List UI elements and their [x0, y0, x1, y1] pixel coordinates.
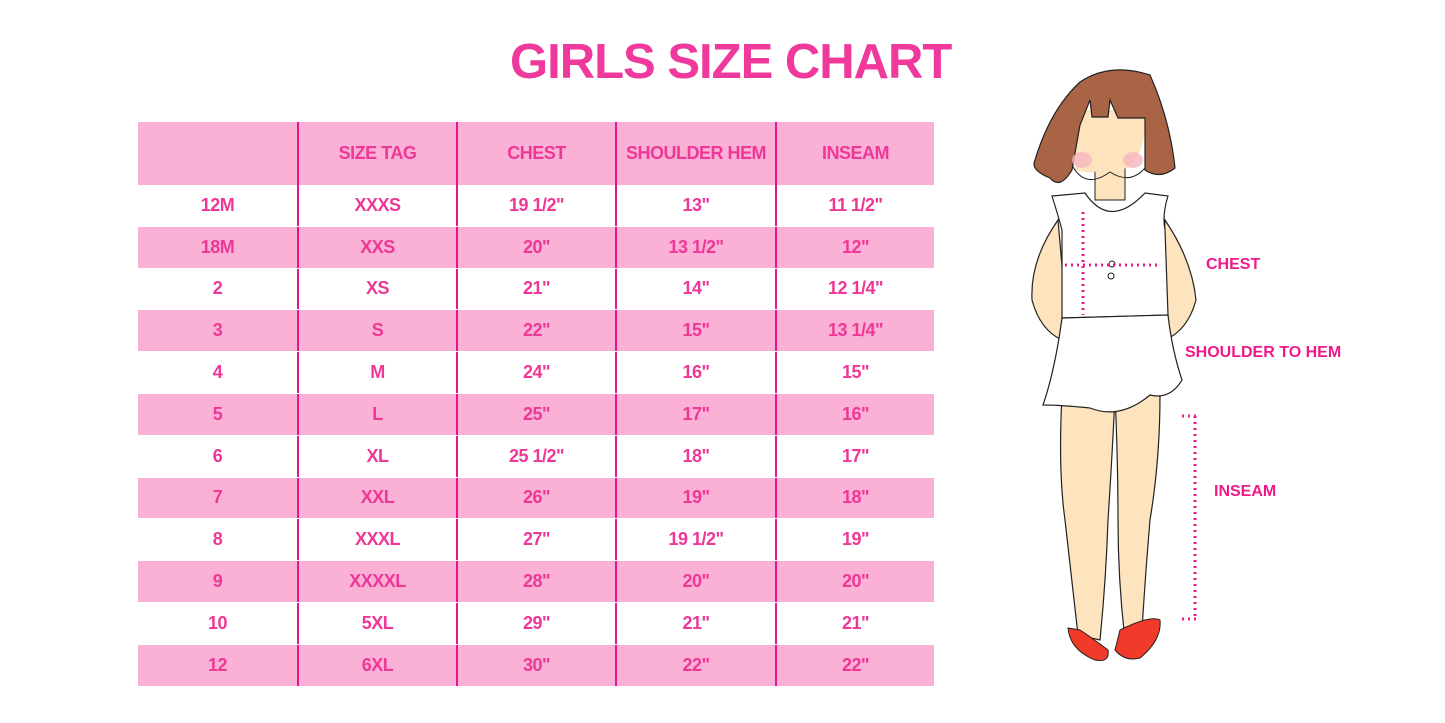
table-cell: XXL [297, 477, 456, 519]
table-cell: XXS [297, 226, 456, 268]
table-cell: 14" [615, 268, 775, 310]
table-cell: 15" [615, 310, 775, 352]
table-cell: 19 1/2" [615, 519, 775, 561]
table-cell: 29" [456, 602, 615, 644]
table-cell: 17" [775, 435, 934, 477]
table-cell: 12" [775, 226, 934, 268]
table-cell: 5XL [297, 602, 456, 644]
table-row: 7 XXL 26" 19" 18" [138, 476, 934, 519]
table-cell: S [297, 310, 456, 352]
table-cell: 20" [775, 561, 934, 602]
table-cell: 17" [615, 393, 775, 435]
header-cell [138, 122, 297, 185]
left-leg [1059, 394, 1116, 641]
table-row: 3 S 22" 15" 13 1/4" [138, 309, 934, 352]
table-cell: 19" [775, 519, 934, 561]
table-row: 8 XXXL 27" 19 1/2" 19" [138, 518, 934, 561]
table-cell: 6 [212, 445, 223, 466]
table-cell: 21" [775, 602, 934, 644]
table-row: 10 5XL 29" 21" 21" [138, 601, 934, 644]
table-row: 12M XXXS 19 1/2" 13" 11 1/2" [138, 185, 934, 226]
table-cell: 18M [200, 236, 235, 257]
table-cell: 7 [212, 487, 223, 508]
right-shoe [1114, 618, 1161, 660]
table-cell: 27" [456, 519, 615, 561]
left-arm [1031, 218, 1069, 341]
table-cell: XXXS [297, 185, 456, 226]
table-cell: 3 [212, 320, 223, 341]
table-cell: 16" [615, 352, 775, 393]
table-cell: 2 [212, 278, 223, 299]
table-cell: 20" [615, 561, 775, 602]
table-row: 6 XL 25 1/2" 18" 17" [138, 434, 934, 477]
table-cell: XL [297, 435, 456, 477]
dress-top [1051, 192, 1169, 319]
inseam-label: INSEAM [1214, 483, 1277, 500]
table-cell: 25" [456, 393, 615, 435]
header-cell: SHOULDER HEM [615, 122, 775, 185]
table-cell: 22" [775, 644, 934, 686]
table-cell: 26" [456, 477, 615, 519]
table-row: 5 L 25" 17" 16" [138, 392, 934, 435]
table-cell: 24" [456, 352, 615, 393]
table-cell: 20" [456, 226, 615, 268]
child-illustration [1031, 69, 1200, 661]
table-cell: 8 [212, 529, 223, 550]
size-table: SIZE TAG CHEST SHOULDER HEM INSEAM 12M XX… [138, 122, 934, 686]
table-row: 4 M 24" 16" 15" [138, 351, 934, 393]
table-cell: 10 [207, 612, 228, 633]
table-cell: XXXXL [297, 561, 456, 602]
shoulder-to-hem-label: SHOULDER TO HEM [1185, 344, 1342, 361]
right-leg [1114, 394, 1161, 641]
table-cell: 16" [775, 393, 934, 435]
table-cell: 12 [207, 654, 228, 675]
table-cell: 12 1/4" [775, 268, 934, 310]
table-cell: 19 1/2" [456, 185, 615, 226]
table-cell: 12M [200, 194, 235, 215]
header-cell: INSEAM [775, 122, 934, 185]
table-cell: 18" [775, 477, 934, 519]
left-shoe [1067, 627, 1109, 661]
table-cell: XXXL [297, 519, 456, 561]
page-title: GIRLS SIZE CHART [510, 35, 952, 89]
table-cell: 13" [615, 185, 775, 226]
table-cell: 19" [615, 477, 775, 519]
header-cell: CHEST [456, 122, 615, 185]
header-cell: SIZE TAG [297, 122, 456, 185]
table-row: 9 XXXXL 28" 20" 20" [138, 560, 934, 602]
table-cell: 21" [456, 268, 615, 310]
table-cell: 22" [456, 310, 615, 352]
table-cell: 11 1/2" [775, 185, 934, 226]
table-cell: 30" [456, 644, 615, 686]
table-cell: 28" [456, 561, 615, 602]
table-row: 18M XXS 20" 13 1/2" 12" [138, 225, 934, 268]
table-cell: 25 1/2" [456, 435, 615, 477]
table-cell: L [297, 393, 456, 435]
table-cell: 18" [615, 435, 775, 477]
table-cell: 9 [212, 571, 223, 592]
table-cell: 4 [212, 362, 223, 383]
hair [1033, 69, 1176, 184]
table-cell: M [297, 352, 456, 393]
table-cell: 5 [212, 403, 223, 424]
table-cell: 13 1/2" [615, 226, 775, 268]
table-cell: XS [297, 268, 456, 310]
table-row: 12 6XL 30" 22" 22" [138, 643, 934, 686]
table-cell: 15" [775, 352, 934, 393]
table-cell: 6XL [297, 644, 456, 686]
table-row: 2 XS 21" 14" 12 1/4" [138, 267, 934, 310]
table-cell: 21" [615, 602, 775, 644]
table-cell: 13 1/4" [775, 310, 934, 352]
dress-skirt [1042, 314, 1183, 413]
table-header-row: SIZE TAG CHEST SHOULDER HEM INSEAM [138, 122, 934, 185]
table-cell: 22" [615, 644, 775, 686]
chest-label: CHEST [1206, 256, 1261, 273]
